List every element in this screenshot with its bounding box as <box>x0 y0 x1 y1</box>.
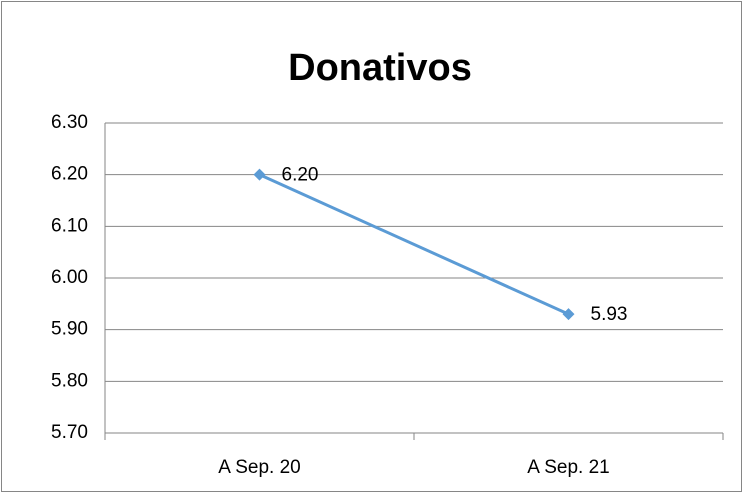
y-tick-label: 6.10 <box>51 215 88 236</box>
y-tick-label: 6.00 <box>51 267 88 288</box>
y-tick-label: 6.20 <box>51 164 88 185</box>
series-line <box>258 173 570 316</box>
y-tick-label: 5.80 <box>51 370 88 391</box>
y-tick-label: 5.90 <box>51 319 88 340</box>
point-marker <box>562 308 575 321</box>
y-tick-label: 6.30 <box>51 112 88 133</box>
data-label: 5.93 <box>591 304 628 325</box>
chart-title: Donativos <box>288 47 472 89</box>
x-tick-label: A Sep. 20 <box>218 457 300 478</box>
x-tick-label: A Sep. 21 <box>527 457 609 478</box>
point-marker <box>253 168 266 181</box>
data-label: 6.20 <box>282 165 319 186</box>
y-tick-label: 5.70 <box>51 422 88 443</box>
